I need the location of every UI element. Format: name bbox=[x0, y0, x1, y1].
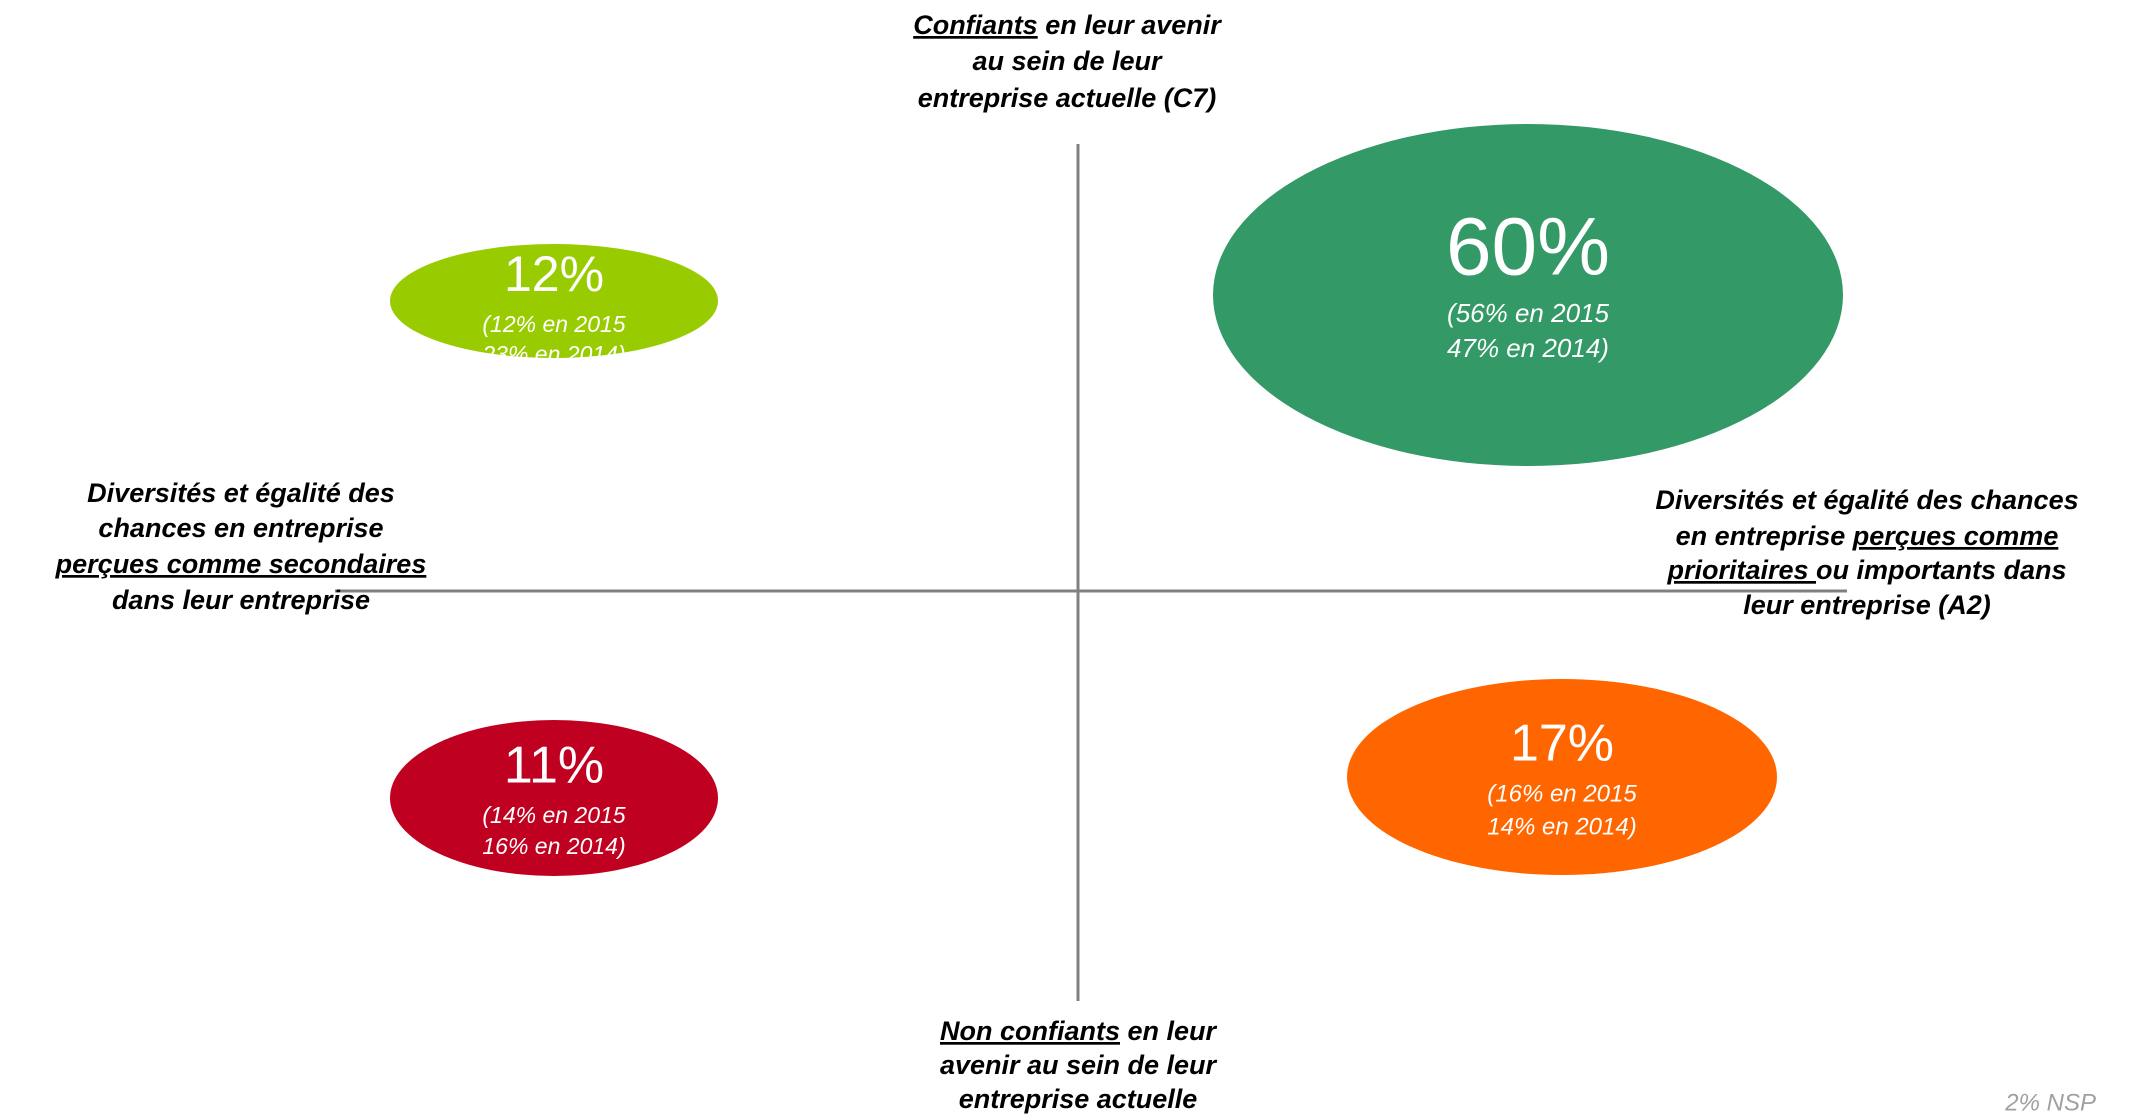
top-axis-label: entreprise actuelle (C7) bbox=[918, 83, 1217, 113]
label-segment: Non confiants bbox=[940, 1016, 1120, 1046]
quadrant-history: (12% en 2015 bbox=[482, 311, 625, 337]
right-axis-label: en entreprise perçues comme bbox=[1676, 521, 2059, 551]
label-segment: perçues comme secondaires bbox=[55, 549, 427, 579]
label-segment: en leur bbox=[1120, 1016, 1218, 1046]
left-axis-label: Diversités et égalité des bbox=[87, 478, 395, 508]
label-segment: dans leur entreprise bbox=[112, 585, 370, 615]
bottom-axis-label: Non confiants en leur bbox=[940, 1016, 1218, 1046]
quadrant-value: 12% bbox=[504, 246, 604, 302]
label-segment: entreprise actuelle bbox=[959, 1084, 1198, 1114]
right-axis-label: Diversités et égalité des chances bbox=[1655, 485, 2078, 515]
quadrant-history: 23% en 2014) bbox=[481, 341, 625, 367]
quadrant-history: (14% en 2015 bbox=[482, 802, 625, 828]
top-axis-label: au sein de leur bbox=[972, 46, 1163, 76]
quadrant-ellipse bbox=[1347, 679, 1777, 875]
label-segment: ou importants dans bbox=[1816, 555, 2067, 585]
label-segment: perçues comme bbox=[1852, 521, 2059, 551]
quadrant-history: (16% en 2015 bbox=[1487, 780, 1637, 807]
label-segment: leur entreprise (A2) bbox=[1743, 590, 1991, 620]
label-segment: avenir au sein de leur bbox=[940, 1050, 1218, 1080]
quadrant-ellipse bbox=[390, 720, 718, 876]
label-segment: en entreprise bbox=[1676, 521, 1853, 551]
right-axis-label: prioritaires ou importants dans bbox=[1666, 555, 2066, 585]
label-segment: chances en entreprise bbox=[98, 513, 383, 543]
quadrant-history: 14% en 2014) bbox=[1487, 813, 1636, 840]
right-axis-label: leur entreprise (A2) bbox=[1743, 590, 1991, 620]
bottom-axis-label: entreprise actuelle bbox=[959, 1084, 1198, 1114]
label-segment: Diversités et égalité des bbox=[87, 478, 395, 508]
left-axis-label: chances en entreprise bbox=[98, 513, 383, 543]
quadrant-history: (56% en 2015 bbox=[1447, 298, 1609, 328]
left-axis-label: perçues comme secondaires bbox=[55, 549, 427, 579]
bottom-axis-label: avenir au sein de leur bbox=[940, 1050, 1218, 1080]
label-segment: Diversités et égalité des chances bbox=[1655, 485, 2078, 515]
quadrant-history: 47% en 2014) bbox=[1447, 333, 1609, 363]
note: 2% NSP bbox=[2004, 1089, 2096, 1116]
quadrant-value: 11% bbox=[504, 737, 604, 795]
top-axis-label: Confiants en leur avenir bbox=[913, 10, 1222, 40]
label-segment: au sein de leur bbox=[972, 46, 1163, 76]
label-segment: entreprise actuelle (C7) bbox=[918, 83, 1217, 113]
quadrant-history: 16% en 2014) bbox=[482, 833, 625, 859]
label-segment: en leur avenir bbox=[1038, 10, 1223, 40]
quadrant-ellipse bbox=[390, 244, 718, 358]
left-axis-label: dans leur entreprise bbox=[112, 585, 370, 615]
label-segment: prioritaires bbox=[1666, 555, 1816, 585]
quadrant-value: 60% bbox=[1446, 202, 1610, 293]
quadrant-ellipse bbox=[1213, 124, 1843, 466]
quadrant-value: 17% bbox=[1510, 715, 1614, 773]
label-segment: Confiants bbox=[913, 10, 1038, 40]
